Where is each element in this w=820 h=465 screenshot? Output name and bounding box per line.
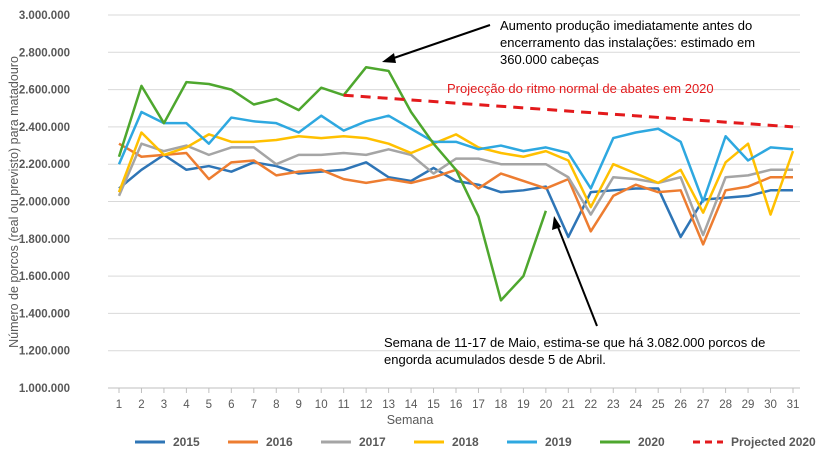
x-tick-label: 13 bbox=[382, 399, 395, 411]
annotation-peak-arrow bbox=[387, 24, 491, 61]
x-tick-label: 10 bbox=[315, 399, 328, 411]
x-tick-label: 16 bbox=[450, 399, 463, 411]
y-tick-label: 1.200.000 bbox=[19, 346, 70, 358]
annotation-drop: Semana de 11-17 de Maio, estima-se que h… bbox=[384, 216, 765, 367]
legend-label: 2018 bbox=[452, 435, 479, 449]
x-tick-label: 30 bbox=[764, 399, 777, 411]
x-tick-label: 3 bbox=[161, 399, 167, 411]
x-tick-label: 11 bbox=[338, 399, 350, 411]
annotation-drop-line2: engorda acumulados desde 5 de Abril. bbox=[384, 352, 606, 367]
legend-label: 2020 bbox=[638, 435, 665, 449]
x-tick-label: 5 bbox=[206, 399, 212, 411]
legend-label: 2015 bbox=[173, 435, 200, 449]
x-tick-label: 31 bbox=[787, 399, 800, 411]
y-tick-label: 2.600.000 bbox=[19, 85, 70, 97]
x-axis-label: Semana bbox=[387, 413, 434, 427]
series-line-2019 bbox=[117, 110, 794, 203]
y-tick-label: 2.400.000 bbox=[19, 122, 70, 134]
y-tick-label: 2.800.000 bbox=[19, 47, 70, 59]
annotation-peak-line2: encerramento das instalações: estimado e… bbox=[500, 35, 755, 50]
y-axis-label: Número de porcos (real ou previsto) para… bbox=[7, 56, 21, 348]
legend-label: Projected 2020 bbox=[731, 435, 816, 449]
series-line-projected-2020 bbox=[343, 93, 794, 129]
x-tick-label: 23 bbox=[607, 399, 620, 411]
x-tick-label: 24 bbox=[629, 399, 642, 411]
annotation-peak-line1: Aumento produção imediatamente antes do bbox=[500, 18, 752, 33]
y-tick-label: 1.000.000 bbox=[19, 383, 70, 395]
x-tick-label: 12 bbox=[360, 399, 373, 411]
x-tick-label: 18 bbox=[495, 399, 508, 411]
y-tick-label: 2.200.000 bbox=[19, 159, 70, 171]
annotation-peak-line3: 360.000 cabeças bbox=[500, 52, 600, 67]
annotation-peak: Aumento produção imediatamente antes do … bbox=[382, 18, 755, 67]
series-line-2020 bbox=[117, 65, 548, 302]
series-line-2017 bbox=[117, 142, 793, 237]
annotation-drop-arrow bbox=[555, 221, 598, 327]
series-line-2015 bbox=[118, 153, 793, 239]
x-tick-label: 27 bbox=[697, 399, 710, 411]
annotation-projection: Projecção do ritmo normal de abates em 2… bbox=[447, 81, 714, 96]
x-tick-label: 17 bbox=[472, 399, 485, 411]
arrow-head-icon bbox=[382, 53, 396, 63]
x-tick-label: 14 bbox=[405, 399, 418, 411]
legend-label: 2017 bbox=[359, 435, 386, 449]
y-tick-label: 1.800.000 bbox=[19, 234, 70, 246]
x-tick-label: 20 bbox=[539, 399, 552, 411]
x-tick-label: 29 bbox=[742, 399, 755, 411]
y-tick-label: 3.000.000 bbox=[19, 10, 70, 22]
annotation-drop-line1: Semana de 11-17 de Maio, estima-se que h… bbox=[384, 335, 765, 350]
x-tick-label: 4 bbox=[183, 399, 190, 411]
x-tick-label: 15 bbox=[427, 399, 440, 411]
x-tick-label: 28 bbox=[719, 399, 732, 411]
y-tick-label: 2.000.000 bbox=[19, 197, 70, 209]
y-tick-label: 1.600.000 bbox=[19, 271, 70, 283]
x-tick-label: 26 bbox=[674, 399, 687, 411]
x-tick-label: 21 bbox=[562, 399, 575, 411]
x-tick-label: 2 bbox=[138, 399, 144, 411]
x-tick-label: 1 bbox=[116, 399, 122, 411]
legend-label: 2019 bbox=[545, 435, 572, 449]
y-tick-label: 1.400.000 bbox=[19, 308, 70, 320]
x-tick-label: 9 bbox=[296, 399, 302, 411]
x-tick-label: 7 bbox=[251, 399, 257, 411]
legend-label: 2016 bbox=[266, 435, 293, 449]
x-tick-label: 6 bbox=[228, 399, 234, 411]
x-tick-label: 22 bbox=[584, 399, 597, 411]
x-tick-label: 19 bbox=[517, 399, 530, 411]
arrow-head-icon bbox=[552, 216, 561, 230]
series-line-2018 bbox=[117, 131, 795, 216]
x-tick-label: 25 bbox=[652, 399, 665, 411]
x-tick-label: 8 bbox=[273, 399, 279, 411]
